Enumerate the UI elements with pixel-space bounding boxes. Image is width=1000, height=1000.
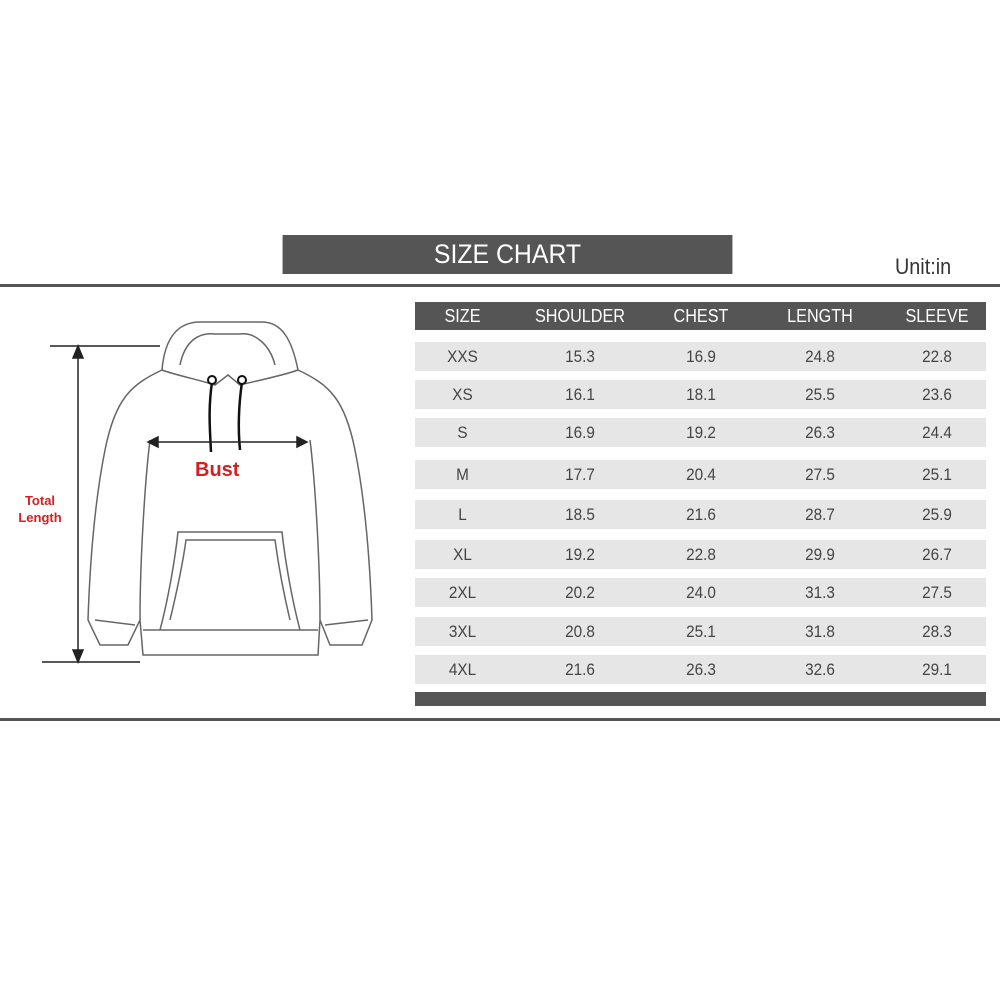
table-cell: 27.5 <box>922 582 952 602</box>
table-cell: 3XL <box>448 621 477 641</box>
table-cell: 19.2 <box>565 544 595 564</box>
header-shoulder: SHOULDER <box>534 305 626 326</box>
table-cell: 20.2 <box>565 582 595 602</box>
table-cell: 2XL <box>448 582 477 602</box>
table-cell: 16.1 <box>565 384 595 404</box>
hood-outline <box>161 321 299 371</box>
table-cell: L <box>458 504 467 524</box>
table-cell: 25.1 <box>686 621 716 641</box>
table-cell: 32.6 <box>805 659 835 679</box>
table-row: M 17.7 20.4 27.5 25.1 <box>415 460 986 489</box>
table-cell: 4XL <box>448 659 477 679</box>
total-length-label-line1: Total <box>24 493 56 508</box>
length-arrow <box>42 344 160 664</box>
table-cell: 20.8 <box>565 621 595 641</box>
table-cell: 27.5 <box>805 464 835 484</box>
table-cell: 15.3 <box>565 346 595 366</box>
table-cell: 31.3 <box>805 582 835 602</box>
table-cell: 18.5 <box>565 504 595 524</box>
table-row: L 18.5 21.6 28.7 25.9 <box>415 500 986 529</box>
bottom-divider <box>0 718 1000 721</box>
table-cell: 28.3 <box>922 621 952 641</box>
table-cell: 23.6 <box>922 384 952 404</box>
table-row: S 16.9 19.2 26.3 24.4 <box>415 418 986 447</box>
pocket-outline <box>159 531 301 631</box>
hoodie-diagram <box>42 321 373 664</box>
bust-arrow <box>146 435 309 449</box>
table-cell: XS <box>452 384 473 404</box>
table-cell: 31.8 <box>805 621 835 641</box>
total-length-label-line2: Length <box>18 510 62 525</box>
table-cell: 22.8 <box>922 346 952 366</box>
top-divider <box>0 284 1000 287</box>
table-row: XXS 15.3 16.9 24.8 22.8 <box>415 342 986 371</box>
size-chart-title: SIZE CHART <box>282 235 733 274</box>
table-cell: 29.9 <box>805 544 835 564</box>
table-cell: XL <box>453 544 472 564</box>
table-cell: 16.9 <box>686 346 716 366</box>
table-cell: 28.7 <box>805 504 835 524</box>
table-cell: 25.1 <box>922 464 952 484</box>
table-cell: 25.5 <box>805 384 835 404</box>
header-length: LENGTH <box>787 305 853 326</box>
table-cell: 21.6 <box>565 659 595 679</box>
table-cell: XXS <box>447 346 478 366</box>
body-outline <box>87 369 373 656</box>
table-cell: 19.2 <box>686 422 716 442</box>
total-length-label: Total Length <box>12 492 68 526</box>
table-cell: M <box>456 464 469 484</box>
table-cell: 17.7 <box>565 464 595 484</box>
table-cell: 24.4 <box>922 422 952 442</box>
table-cell: 16.9 <box>565 422 595 442</box>
header-chest: CHEST <box>673 305 729 326</box>
table-cell: 25.9 <box>922 504 952 524</box>
table-cell: 24.8 <box>805 346 835 366</box>
header-size: SIZE <box>444 305 481 326</box>
table-cell: 24.0 <box>686 582 716 602</box>
table-footer-bar <box>415 692 986 706</box>
table-row: 2XL 20.2 24.0 31.3 27.5 <box>415 578 986 607</box>
table-cell: 26.7 <box>922 544 952 564</box>
table-row: XL 19.2 22.8 29.9 26.7 <box>415 540 986 569</box>
table-cell: 21.6 <box>686 504 716 524</box>
table-cell: 18.1 <box>686 384 716 404</box>
table-row: XS 16.1 18.1 25.5 23.6 <box>415 380 986 409</box>
table-cell: S <box>457 422 468 442</box>
table-cell: 26.3 <box>805 422 835 442</box>
table-row: 4XL 21.6 26.3 32.6 29.1 <box>415 655 986 684</box>
table-cell: 20.4 <box>686 464 716 484</box>
table-row: 3XL 20.8 25.1 31.8 28.3 <box>415 617 986 646</box>
table-cell: 22.8 <box>686 544 716 564</box>
table-header: SIZE SHOULDER CHEST LENGTH SLEEVE <box>415 302 986 330</box>
table-cell: 26.3 <box>686 659 716 679</box>
bust-label: Bust <box>195 459 240 481</box>
table-cell: 29.1 <box>922 659 952 679</box>
header-sleeve: SLEEVE <box>905 305 969 326</box>
unit-label: Unit:in <box>895 254 952 279</box>
